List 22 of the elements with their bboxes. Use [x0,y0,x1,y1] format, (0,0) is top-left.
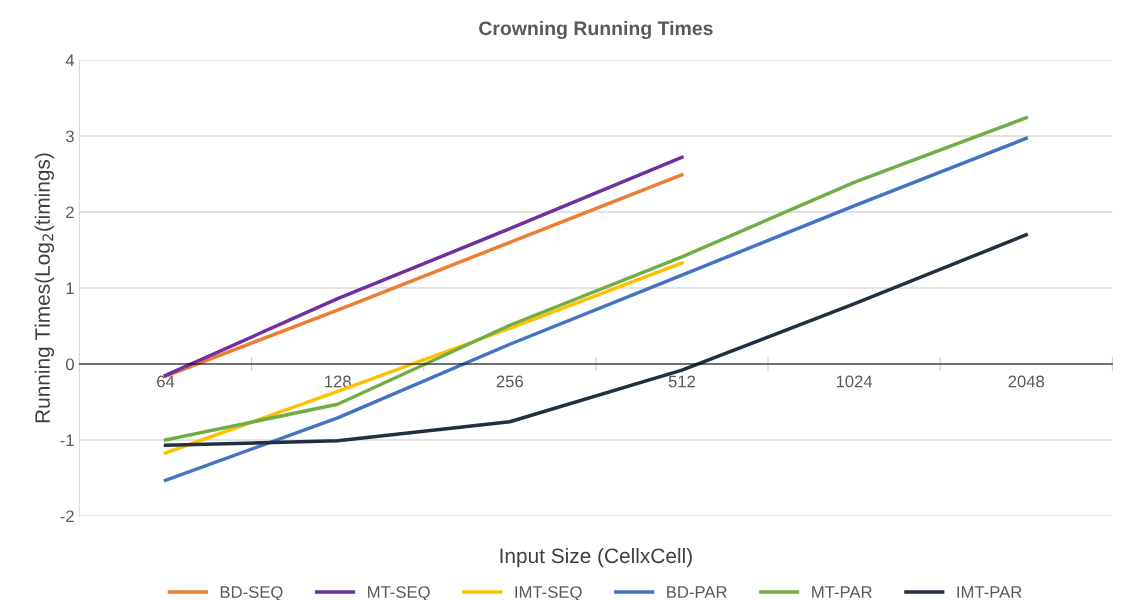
y-tick-label: 0 [65,358,74,371]
y-tick-label: 4 [65,54,75,67]
x-tick-label: 512 [668,375,696,388]
y-tick-label: 1 [66,282,74,295]
legend-label: MT-SEQ [368,586,430,600]
y-axis-title: Running Times(Log$_{2}$(timings) [34,153,55,423]
legend-label: BD-PAR [667,586,727,598]
x-tick-label: 1024 [836,375,873,388]
x-tick-label: 64 [157,375,175,388]
y-tick-label: 2 [66,206,74,219]
x-axis-title: Input Size (CellxCell) [500,547,692,568]
legend-label: MT-PAR [812,586,872,598]
legend-label: BD-SEQ [220,586,283,600]
x-tick-label: 128 [325,375,351,388]
legend-label: IMT-PAR [957,586,1022,598]
y-tick-label: -2 [60,510,74,523]
x-tick-label: 2048 [1008,375,1045,388]
chart-title: Crowning Running Times [479,20,713,40]
x-tick-label: 256 [496,375,523,388]
y-tick-label: -1 [60,434,74,447]
legend-label: IMT-SEQ [515,586,582,600]
y-tick-label: 3 [65,130,74,143]
